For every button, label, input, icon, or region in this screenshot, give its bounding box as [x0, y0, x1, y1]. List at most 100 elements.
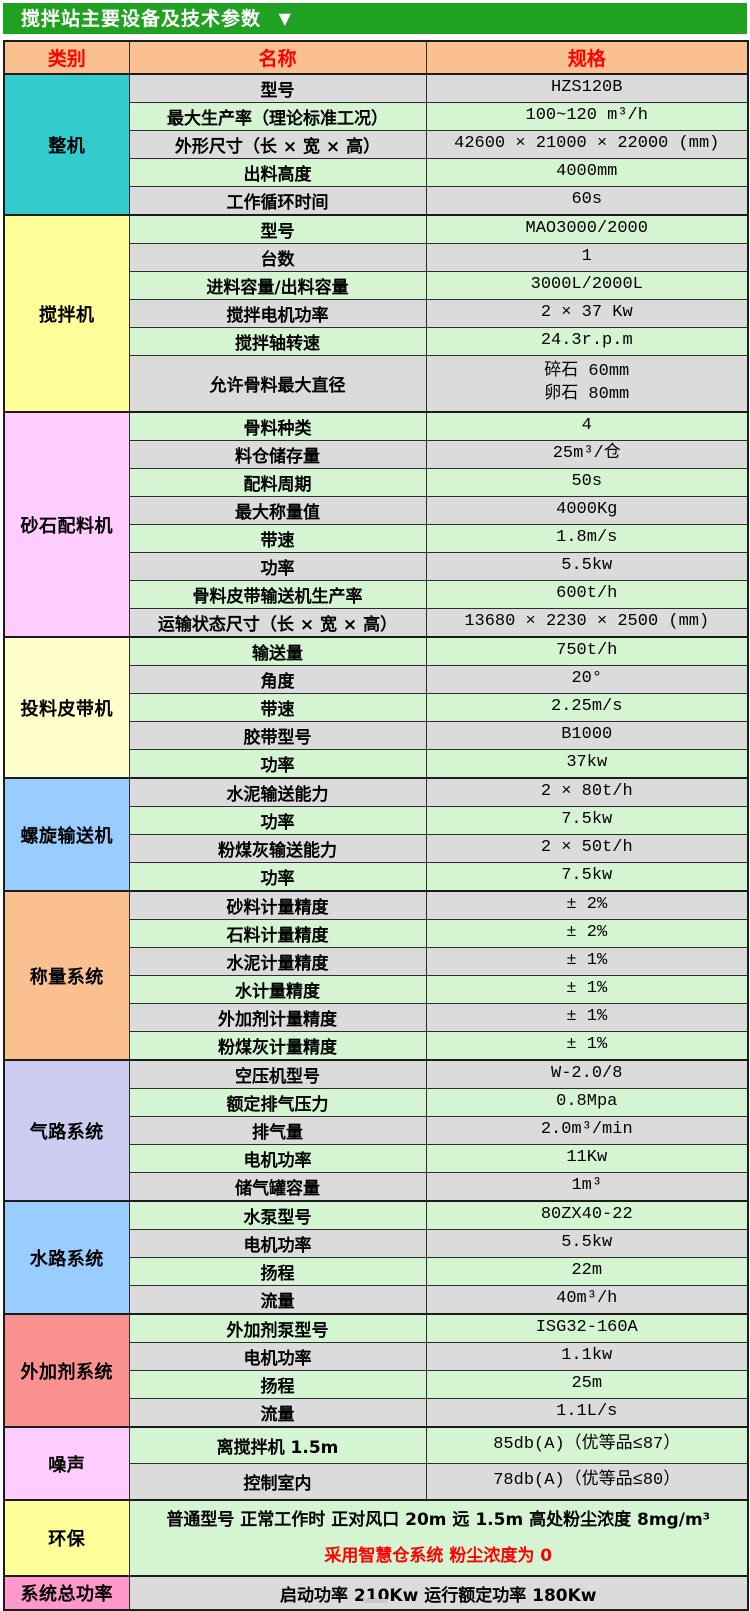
category-cell: 系统总功率	[3, 1575, 130, 1611]
param-spec-cell: 1m³	[425, 1172, 749, 1202]
table-row: 水泥计量精度 ± 1%	[4, 947, 749, 976]
param-spec-cell: 4	[425, 411, 749, 441]
table-body: 整机 型号 HZS120B 最大生产率（理论标准工况） 100~120 m³/h 外形尺寸…	[3, 73, 749, 1611]
param-spec-cell: 4000Kg	[425, 496, 749, 525]
param-spec-cell: 13680 × 2230 × 2500 (mm)	[425, 608, 749, 638]
param-name-cell: 带速	[128, 524, 427, 553]
param-spec-cell: 2.25m/s	[425, 693, 749, 722]
table-row: 称量系统 砂料计量精度 ± 2%	[3, 890, 749, 1061]
param-name-cell: 料仓储存量	[128, 440, 427, 469]
param-spec-cell: 37kw	[425, 749, 749, 779]
param-name-cell: 最大生产率（理论标准工况）	[128, 102, 427, 131]
table-row: 电机功率 1.1kw	[4, 1342, 749, 1371]
param-spec-cell: B1000	[425, 721, 749, 750]
table-row: 砂石配料机 骨料种类 4	[3, 411, 749, 638]
param-spec-cell: 4000mm	[425, 158, 749, 187]
param-spec-cell: 7.5kw	[425, 806, 749, 835]
param-name-cell: 外加剂泵型号	[128, 1313, 427, 1343]
category-cell: 外加剂系统	[3, 1313, 130, 1428]
param-name-cell: 流量	[128, 1398, 427, 1428]
table-row: 配料周期 50s	[4, 468, 749, 497]
param-spec-cell: ISG32-160A	[425, 1313, 749, 1343]
table-row: 电机功率 11Kw	[4, 1144, 749, 1173]
table-row: 扬程 22m	[4, 1257, 749, 1286]
param-name-cell: 功率	[128, 552, 427, 581]
table-row: 水计量精度 ± 1%	[4, 975, 749, 1004]
param-name-cell: 水泵型号	[128, 1200, 427, 1230]
page-title: 搅拌站主要设备及技术参数	[21, 8, 262, 30]
table-row: 石料计量精度 ± 2%	[4, 919, 749, 948]
category-cell: 环保	[3, 1499, 130, 1577]
param-spec-cell: W-2.0/8	[425, 1059, 749, 1089]
table-row: 搅拌电机功率 2 × 37 Kw	[4, 299, 749, 328]
param-name-cell: 砂料计量精度	[128, 890, 427, 920]
table-row: 投料皮带机 输送量 750t/h	[3, 636, 749, 779]
param-name-cell: 搅拌轴转速	[128, 327, 427, 356]
param-name-cell: 配料周期	[128, 468, 427, 497]
table-row: 允许骨料最大直径 碎石 60mm 卵石 80mm	[4, 355, 749, 413]
param-spec-cell: 60s	[425, 186, 749, 216]
table-row: 功率 37kw	[4, 749, 749, 779]
param-name-cell: 功率	[128, 806, 427, 835]
param-name-cell: 水泥输送能力	[128, 777, 427, 807]
param-spec-cell: 2.0m³/min	[425, 1116, 749, 1145]
table-row: 流量 1.1L/s	[4, 1398, 749, 1428]
param-name-cell: 水泥计量精度	[128, 947, 427, 976]
param-name-cell: 电机功率	[128, 1342, 427, 1371]
category-cell: 水路系统	[3, 1200, 130, 1315]
param-spec-cell: 50s	[425, 468, 749, 497]
param-spec-cell: 2 × 80t/h	[425, 777, 749, 807]
param-name-cell: 功率	[128, 862, 427, 892]
table-title-bar: 搅拌站主要设备及技术参数 ▼	[3, 3, 747, 34]
param-spec-cell: 25m³/仓	[425, 440, 749, 469]
param-spec-cell: HZS120B	[425, 73, 749, 103]
param-name-cell: 控制室内	[128, 1463, 427, 1501]
param-spec-cell: 1.1L/s	[425, 1398, 749, 1428]
param-name-cell: 石料计量精度	[128, 919, 427, 948]
table-row: 外加剂计量精度 ± 1%	[4, 1003, 749, 1032]
merged-spec-cell: 启动功率 210Kw 运行额定功率 180Kw	[128, 1575, 749, 1611]
table-row: 额定排气压力 0.8Mpa	[4, 1088, 749, 1117]
param-spec-cell: ± 1%	[425, 975, 749, 1004]
table-row: 骨料皮带输送机生产率 600t/h	[4, 580, 749, 609]
param-spec-cell: 600t/h	[425, 580, 749, 609]
category-cell: 噪声	[3, 1426, 130, 1501]
table-row: 带速 2.25m/s	[4, 693, 749, 722]
param-spec-cell: ± 2%	[425, 890, 749, 920]
category-cell: 整机	[3, 73, 130, 216]
param-name-cell: 进料容量/出料容量	[128, 271, 427, 300]
param-name-cell: 电机功率	[128, 1144, 427, 1173]
param-spec-cell: ± 1%	[425, 1031, 749, 1061]
param-name-cell: 搅拌电机功率	[128, 299, 427, 328]
table-row: 电机功率 5.5kw	[4, 1229, 749, 1258]
param-name-cell: 流量	[128, 1285, 427, 1315]
param-name-cell: 带速	[128, 693, 427, 722]
table-row: 最大生产率（理论标准工况） 100~120 m³/h	[4, 102, 749, 131]
param-spec-cell: ± 1%	[425, 947, 749, 976]
table-row: 工作循环时间 60s	[4, 186, 749, 216]
param-spec-cell: 25m	[425, 1370, 749, 1399]
param-spec-cell: 碎石 60mm 卵石 80mm	[425, 355, 749, 413]
param-name-cell: 骨料种类	[128, 411, 427, 441]
param-spec-cell: 2 × 50t/h	[425, 834, 749, 863]
param-name-cell: 电机功率	[128, 1229, 427, 1258]
merged-spec-cell: 普通型号 正常工作时 正对风口 20m 远 1.5m 高处粉尘浓度 8mg/m³…	[128, 1499, 749, 1577]
table-row: 系统总功率 启动功率 210Kw 运行额定功率 180Kw	[3, 1575, 749, 1611]
param-name-cell: 额定排气压力	[128, 1088, 427, 1117]
table-row: 气路系统 空压机型号 W-2.0/8	[3, 1059, 749, 1202]
param-name-cell: 允许骨料最大直径	[128, 355, 427, 413]
param-spec-cell: 1	[425, 243, 749, 272]
param-name-cell: 出料高度	[128, 158, 427, 187]
table-row: 最大称量值 4000Kg	[4, 496, 749, 525]
param-spec-cell: 80ZX40-22	[425, 1200, 749, 1230]
table-row: 水路系统 水泵型号 80ZX40-22	[3, 1200, 749, 1315]
param-spec-cell: 3000L/2000L	[425, 271, 749, 300]
param-spec-cell: 100~120 m³/h	[425, 102, 749, 131]
table-row: 控制室内 78db(A)（优等品≤80）	[4, 1463, 749, 1501]
category-cell: 气路系统	[3, 1059, 130, 1202]
collapse-triangle-icon[interactable]: ▼	[278, 9, 292, 28]
param-name-cell: 储气罐容量	[128, 1172, 427, 1202]
column-header-name: 名称	[128, 40, 427, 75]
param-name-cell: 离搅拌机 1.5m	[128, 1426, 427, 1464]
param-name-cell: 运输状态尺寸（长 × 宽 × 高）	[128, 608, 427, 638]
